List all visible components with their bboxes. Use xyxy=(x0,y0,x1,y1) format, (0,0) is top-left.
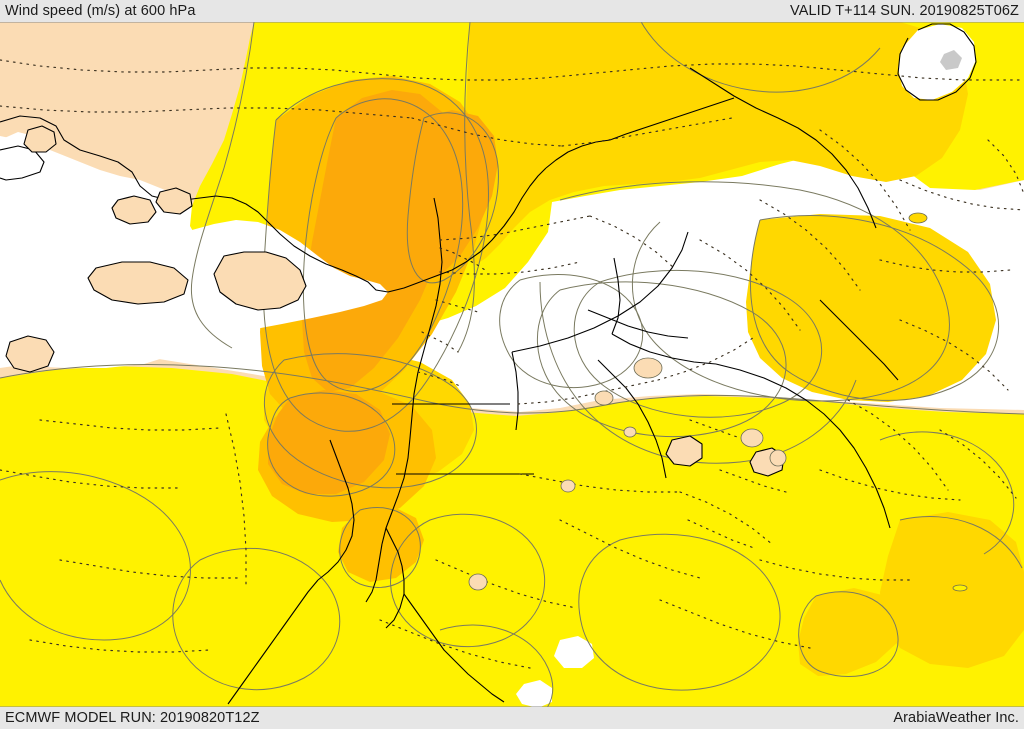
header-bar: Wind speed (m/s) at 600 hPa VALID T+114 … xyxy=(0,0,1024,22)
attribution-label: ArabiaWeather Inc. xyxy=(893,709,1019,726)
valid-time-label: VALID T+114 SUN. 20190825T06Z xyxy=(790,2,1019,19)
footer-bar: ECMWF MODEL RUN: 20190820T12Z ArabiaWeat… xyxy=(0,707,1024,729)
inland-lakes xyxy=(468,212,968,592)
contour-band-orange xyxy=(268,90,498,494)
model-run-label: ECMWF MODEL RUN: 20190820T12Z xyxy=(5,709,260,726)
country-borders xyxy=(0,59,1024,669)
coastlines xyxy=(0,23,977,705)
page-title: Wind speed (m/s) at 600 hPa xyxy=(5,2,196,19)
